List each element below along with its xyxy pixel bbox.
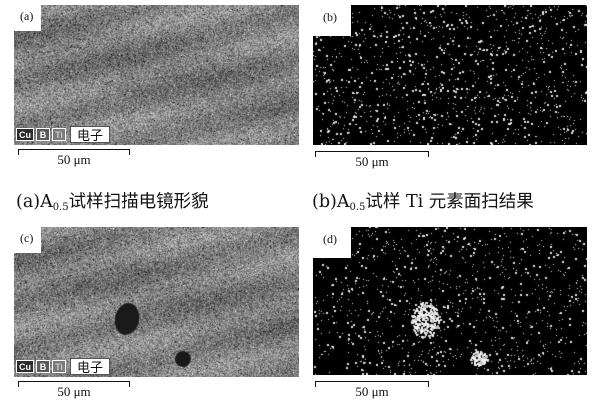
caption-a-text: 试样扫描电镜形貌 bbox=[68, 192, 209, 212]
sem-micrograph-c bbox=[14, 227, 299, 377]
legend-chip-ti: Ti bbox=[52, 360, 66, 373]
legend-chip-cu: Cu bbox=[16, 128, 34, 141]
panel-c-sem-image: (c) Cu B Ti 电子 bbox=[14, 227, 299, 377]
panel-a-sem-image: (a) Cu B Ti 电子 bbox=[14, 5, 299, 145]
caption-b-subscript: 0.5 bbox=[349, 202, 366, 213]
ti-element-map-d bbox=[313, 227, 587, 375]
panel-label-d: (d) bbox=[313, 227, 351, 258]
scale-bar-label: 50 μm bbox=[355, 154, 389, 169]
ti-element-map-b bbox=[313, 5, 587, 145]
scale-bar-c: 50 μm bbox=[18, 376, 130, 400]
legend-chip-ti: Ti bbox=[52, 128, 66, 141]
caption-b-text: 试样 Ti 元素面扫结果 bbox=[365, 192, 534, 212]
panel-b-ti-map: (b) bbox=[313, 5, 587, 145]
scale-bar-label: 50 μm bbox=[355, 384, 389, 399]
scale-bar-line bbox=[18, 381, 130, 387]
eds-legend-c: Cu B Ti 电子 bbox=[16, 358, 111, 376]
scale-bar-label: 50 μm bbox=[57, 384, 91, 399]
panel-label-b: (b) bbox=[313, 5, 351, 36]
panel-label-c: (c) bbox=[14, 227, 42, 253]
eds-legend-a: Cu B Ti 电子 bbox=[16, 126, 111, 144]
sem-micrograph-a bbox=[14, 5, 299, 145]
caption-b-prefix: (b)A bbox=[312, 192, 350, 212]
scale-bar-d: 50 μm bbox=[315, 376, 429, 400]
caption-a-subscript: 0.5 bbox=[52, 202, 69, 213]
legend-chip-b: B bbox=[36, 360, 50, 373]
scale-bar-line bbox=[315, 381, 429, 387]
legend-electron-tag: 电子 bbox=[70, 358, 111, 376]
caption-a: (a)A0.5试样扫描电镜形貌 bbox=[16, 188, 209, 213]
panel-label-a: (a) bbox=[14, 5, 42, 31]
caption-a-prefix: (a)A bbox=[16, 192, 53, 212]
legend-chip-b: B bbox=[36, 128, 50, 141]
caption-b: (b)A0.5试样 Ti 元素面扫结果 bbox=[312, 188, 534, 213]
legend-electron-tag: 电子 bbox=[70, 126, 111, 144]
panel-d-ti-map: (d) bbox=[313, 227, 587, 375]
scale-bar-a: 50 μm bbox=[18, 144, 130, 168]
scale-bar-b: 50 μm bbox=[315, 146, 429, 170]
scale-bar-line bbox=[315, 151, 429, 157]
scale-bar-label: 50 μm bbox=[57, 152, 91, 167]
scale-bar-line bbox=[18, 149, 130, 155]
legend-chip-cu: Cu bbox=[16, 360, 34, 373]
